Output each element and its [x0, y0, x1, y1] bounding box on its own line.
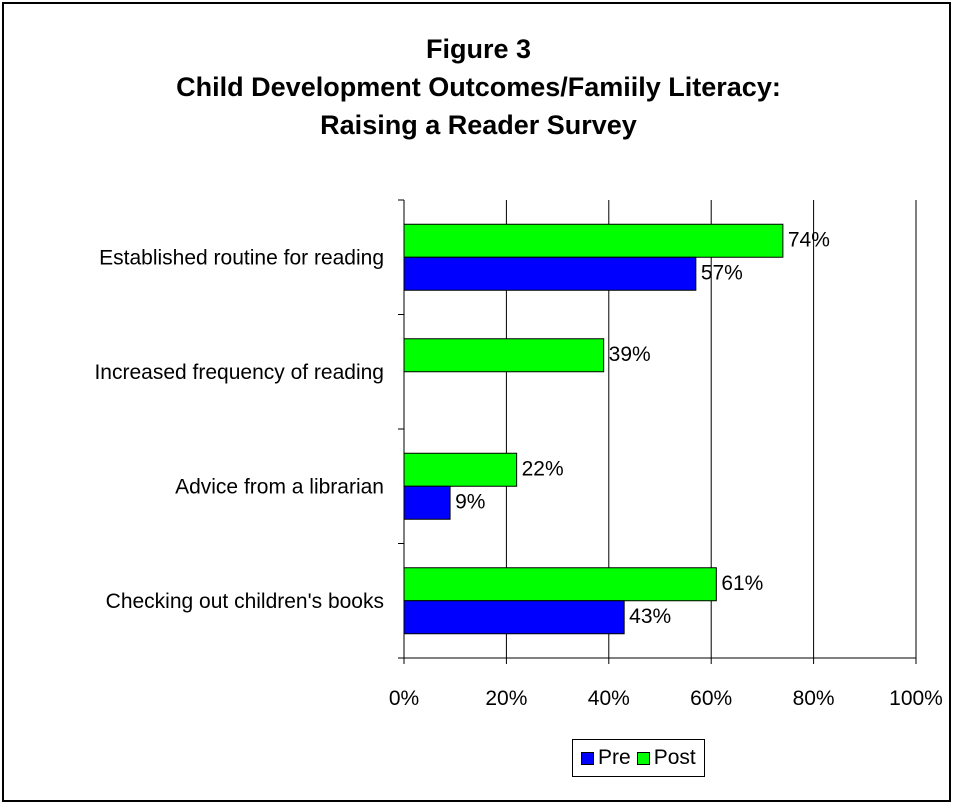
- legend-label-post: Post: [653, 746, 696, 769]
- bar-post: [403, 338, 605, 373]
- data-label-post: 22%: [522, 457, 564, 480]
- bar-post: [403, 567, 717, 602]
- category-label: Advice from a librarian: [175, 475, 384, 498]
- data-label-pre: 9%: [455, 490, 485, 513]
- chart-title: Figure 3 Child Development Outcomes/Fami…: [4, 30, 953, 144]
- x-tick-label: 20%: [485, 687, 527, 710]
- legend-swatch-post: [636, 751, 650, 765]
- data-label-pre: 57%: [701, 261, 743, 284]
- axes: 0% 20% 40% 60% 80% 100%: [389, 199, 943, 710]
- data-label-post: 61%: [721, 572, 763, 595]
- x-tick-label: 40%: [588, 687, 630, 710]
- category-label: Established routine for reading: [99, 246, 384, 269]
- category-label: Checking out children's books: [106, 590, 384, 613]
- data-label-post: 74%: [788, 228, 830, 251]
- legend: Pre Post: [572, 739, 705, 777]
- bar-pre: [403, 256, 697, 291]
- title-line-3: Raising a Reader Survey: [320, 110, 637, 140]
- x-tick-label: 80%: [793, 687, 835, 710]
- data-label-post: 39%: [609, 343, 651, 366]
- bar-pre: [403, 600, 625, 635]
- legend-label-pre: Pre: [598, 746, 631, 769]
- bar-post: [403, 223, 784, 258]
- data-label-pre: 43%: [629, 605, 671, 628]
- x-tick-label: 60%: [690, 687, 732, 710]
- category-label: Increased frequency of reading: [94, 361, 384, 384]
- bars: [403, 223, 784, 635]
- data-labels: Established routine for reading 74% 57% Inc…: [94, 228, 829, 628]
- bar-post: [403, 452, 518, 487]
- title-line-2: Child Development Outcomes/Famiily Liter…: [176, 72, 781, 102]
- legend-swatch-pre: [581, 751, 594, 765]
- x-tick-label: 100%: [889, 687, 943, 710]
- legend-item-post: Post: [636, 746, 696, 770]
- title-line-1: Figure 3: [425, 34, 532, 64]
- x-tick-label: 0%: [389, 687, 419, 710]
- legend-item-pre: Pre: [581, 746, 631, 770]
- bar-pre: [403, 485, 451, 520]
